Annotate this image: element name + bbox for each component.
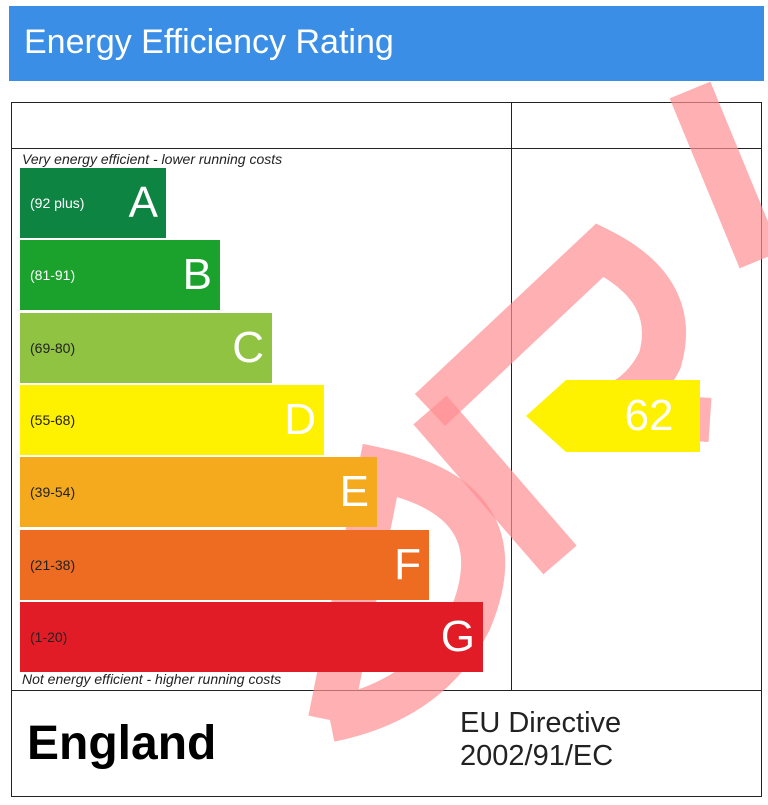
- band-range-label: (21-38): [30, 557, 76, 573]
- eu-directive: EU Directive 2002/91/EC: [460, 707, 621, 773]
- band-g: (1-20) G: [20, 602, 483, 672]
- band-letter-label: F: [394, 540, 421, 589]
- band-b: (81-91) B: [20, 240, 220, 310]
- band-letter-label: G: [440, 612, 475, 661]
- band-f: (21-38) F: [20, 530, 429, 600]
- current-rating-value: 62: [624, 391, 674, 440]
- page-title: Energy Efficiency Rating: [24, 23, 394, 61]
- divider-column: [511, 102, 512, 691]
- directive-line-2: 2002/91/EC: [460, 740, 614, 772]
- directive-line-1: EU Directive: [460, 707, 622, 739]
- band-letter-label: A: [128, 178, 158, 227]
- band-letter-label: E: [339, 467, 369, 516]
- band-range-label: (55-68): [30, 412, 76, 428]
- band-d: (55-68) D: [20, 385, 324, 455]
- band-letter-label: D: [284, 395, 316, 444]
- band-range-label: (92 plus): [30, 195, 85, 211]
- country-label: England: [27, 717, 217, 770]
- band-letter-label: C: [232, 323, 264, 372]
- band-e: (39-54) E: [20, 457, 377, 527]
- header-bar: Energy Efficiency Rating: [9, 6, 764, 81]
- current-rating-arrow: 62: [526, 380, 700, 452]
- band-range-label: (1-20): [30, 629, 68, 645]
- band-c: (69-80) C: [20, 313, 272, 383]
- rating-frame: [11, 102, 762, 797]
- bottom-note: Not energy efficient - higher running co…: [22, 671, 282, 687]
- band-range-label: (69-80): [30, 340, 76, 356]
- band-range-label: (39-54): [30, 484, 76, 500]
- divider-bottom: [11, 690, 762, 691]
- band-range-label: (81-91): [30, 267, 76, 283]
- divider-top: [11, 148, 762, 149]
- band-a: (92 plus) A: [20, 168, 166, 238]
- top-note: Very energy efficient - lower running co…: [22, 151, 283, 167]
- band-letter-label: B: [182, 250, 212, 299]
